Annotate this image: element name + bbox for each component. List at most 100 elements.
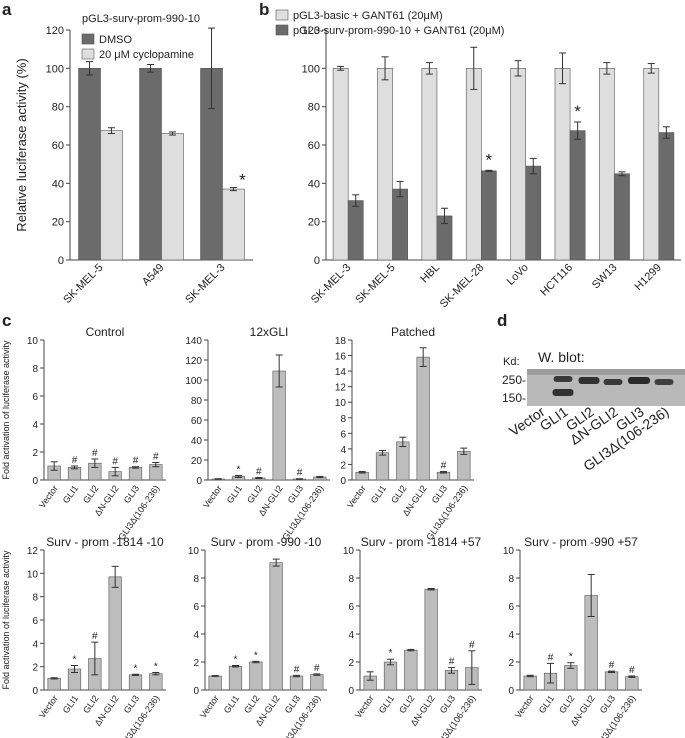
bar (149, 673, 163, 691)
y-tick-label: 12 (335, 383, 347, 394)
y-tick-label: 10 (188, 546, 200, 557)
chart-a: 0 20 40 60 80 100 120 Relative luciferase activ… (14, 13, 253, 306)
bar (510, 68, 526, 261)
y-tick-label: 8 (193, 574, 199, 585)
legend-swatch (275, 9, 289, 21)
legend-label: DMSO (99, 34, 132, 46)
y-tick-label: 6 (340, 429, 346, 440)
bar (643, 68, 660, 261)
y-tick-label: 120 (302, 25, 320, 37)
bar (625, 676, 639, 691)
y-tick-label: 10 (27, 336, 39, 347)
blot-title: W. blot: (538, 349, 585, 365)
y-tick-label: 4 (32, 420, 38, 431)
y-tick-label: 2 (32, 448, 38, 459)
category-label: GLI1 (537, 693, 556, 715)
bar (424, 588, 438, 691)
category-label: GLI1 (225, 483, 244, 505)
bar (599, 68, 615, 261)
chart-title: pGL3-surv-prom-990-10 (82, 13, 200, 25)
y-tick-label: 4 (508, 630, 514, 641)
y-tick-label: 120 (185, 356, 202, 367)
y-tick-label: 8 (32, 364, 38, 375)
bar (161, 133, 184, 261)
blot-marker-250: 250- (502, 373, 526, 387)
y-axis-label: Fold activation of luciferase activity (1, 550, 11, 690)
y-tick-label: 60 (52, 140, 64, 152)
chart-title: Surv - prom -1814 +57 (361, 535, 482, 549)
chart-b: 0 20 40 60 80 100 120 SK-MEL-3 SK-MEL-5 HBLSK-MEL… (275, 9, 681, 311)
blot-band (628, 377, 650, 384)
category-label: GLI2 (245, 483, 264, 505)
bar (416, 356, 430, 481)
y-tick-label: 12 (27, 546, 39, 557)
y-tick-label: 6 (348, 602, 354, 613)
significance-star: * (486, 150, 493, 169)
blot-kd-label: Kd: (503, 356, 520, 368)
chart-title: Surv - prom -990 -10 (211, 535, 322, 549)
western-blot: W. blot: Kd: 250- 150- VectorGLI1GLI2ΔN-… (502, 349, 685, 474)
significance-mark: # (469, 640, 475, 651)
significance-mark: # (256, 467, 262, 478)
category-label: HBL (418, 262, 442, 286)
y-tick-label: 80 (52, 102, 64, 114)
bar (569, 130, 586, 261)
y-tick-label: 6 (32, 616, 38, 627)
category-label: SK-MEL-3 (183, 262, 227, 306)
significance-mark: # (449, 657, 455, 668)
significance-mark: # (133, 456, 139, 467)
chart-title: Surv - prom -990 +57 (524, 535, 638, 549)
bar (347, 200, 364, 261)
y-tick-label: 100 (185, 376, 202, 387)
y-axis-label: Fold activation of luciferase activity (1, 340, 11, 480)
bar (208, 675, 222, 691)
category-label: Vector (513, 693, 536, 720)
panel-letter-b: b (259, 0, 269, 19)
bar (383, 661, 398, 691)
y-tick-label: 2 (508, 658, 514, 669)
y-axis-label: Relative luciferase activity (%) (14, 58, 29, 231)
panel-letter-a: a (2, 0, 12, 19)
y-tick-label: 16 (335, 352, 347, 363)
blot-bands (552, 376, 674, 396)
category-label: GLI3 (283, 693, 302, 715)
significance-mark: * (254, 650, 258, 661)
category-label: Vector (37, 483, 60, 510)
legend-label: pGL3-basic + GANT61 (20μM) (293, 10, 443, 22)
category-label: Vector (37, 693, 60, 720)
y-tick-label: 80 (308, 102, 320, 114)
bar (604, 671, 619, 691)
y-tick-label: 20 (308, 217, 320, 229)
significance-mark: * (154, 662, 158, 673)
y-tick-label: 10 (27, 569, 39, 580)
significance-star: * (574, 102, 581, 121)
significance-mark: * (389, 648, 393, 659)
y-tick-label: 80 (191, 396, 203, 407)
y-tick-label: 4 (32, 639, 38, 650)
category-label: SK-MEL-5 (353, 262, 397, 306)
bar (228, 665, 243, 691)
significance-mark: * (73, 655, 77, 666)
bar (396, 441, 410, 481)
blot-band (553, 376, 573, 382)
y-tick-label: 40 (191, 436, 203, 447)
category-label: GLI3 (438, 693, 457, 715)
y-tick-label: 6 (193, 602, 199, 613)
y-tick-label: 2 (340, 460, 346, 471)
y-tick-label: 4 (348, 630, 354, 641)
panel-letter-d: d (497, 311, 507, 330)
category-label: SK-MEL-28 (438, 262, 487, 311)
bar (108, 576, 122, 691)
bar (289, 675, 304, 691)
y-tick-label: 2 (32, 663, 38, 674)
y-tick-label: 40 (308, 178, 320, 190)
bar (222, 188, 245, 261)
bar (554, 68, 571, 261)
y-tick-label: 60 (308, 140, 320, 152)
y-tick-label: 0 (314, 255, 320, 267)
category-label: GLI2 (81, 483, 100, 505)
y-tick-label: 120 (46, 25, 64, 37)
chart-c-surv-990-10: 0 2 4 6 8 10 Surv - prom -990 -10 Vector * GLI1 * G… (188, 535, 327, 738)
y-tick-label: 140 (185, 336, 202, 347)
